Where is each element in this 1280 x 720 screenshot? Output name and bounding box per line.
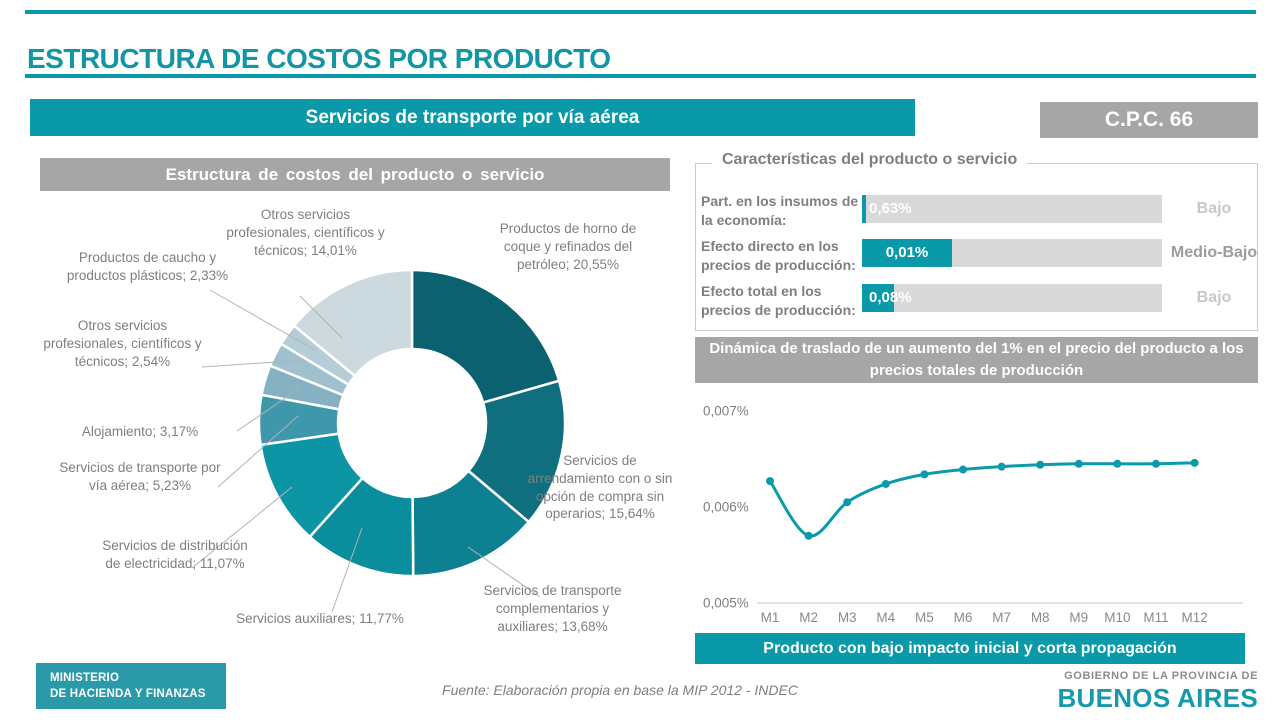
characteristic-label: Part. en los insumos de la economía:	[701, 193, 859, 228]
label-leader-line	[236, 387, 301, 432]
data-point	[1113, 459, 1122, 468]
donut-slice-label: Productos de horno de coque y refinados …	[499, 221, 637, 272]
gov-logo-line2: BUENOS AIRES	[1057, 683, 1258, 713]
donut-slice-label: Otros servicios profesionales, científic…	[43, 318, 202, 369]
data-point	[881, 479, 890, 488]
government-logo: GOBIERNO DE LA PROVINCIA DE BUENOS AIRES	[1000, 670, 1258, 713]
ministry-line2: DE HACIENDA Y FINANZAS	[50, 687, 206, 700]
source-note: Fuente: Elaboración propia en base la MI…	[442, 682, 798, 698]
bar-value: 0,08%	[869, 289, 912, 306]
characteristic-label: Efecto directo en los precios de producc…	[701, 238, 856, 273]
characteristic-bar: 0,63%	[862, 195, 1162, 223]
top-rule	[25, 10, 1256, 14]
label-leader-line	[191, 486, 293, 569]
conclusion-banner: Producto con bajo impacto inicial y cort…	[695, 633, 1245, 664]
label-leader-line	[209, 289, 316, 351]
line-chart: 0,007% 0,006% 0,005% M1 M2 M3 M4 M5 M6 M7 M8 M9 M10 M…	[703, 404, 1243, 625]
cost-structure-title: Estructura de costos del producto o serv…	[40, 158, 670, 191]
label-leader-line	[299, 295, 343, 339]
characteristic-bar: 0,01%	[862, 239, 1162, 267]
x-tick-label: M7	[992, 610, 1011, 625]
bar-fill	[862, 284, 894, 312]
bar-fill	[862, 195, 866, 223]
cpc-badge: C.P.C. 66	[1040, 102, 1258, 138]
rating-badge: Bajo	[1196, 200, 1232, 217]
characteristics-title: Características del producto o servicio	[712, 151, 1028, 169]
x-tick-label: M12	[1181, 610, 1207, 625]
donut-slice-label: Servicios de transporte complementarios …	[483, 583, 622, 634]
bar-value: 0,63%	[869, 200, 912, 217]
data-point	[1190, 458, 1199, 467]
x-tick-label: M1	[761, 610, 780, 625]
dynamics-title: Dinámica de traslado de un aumento del 1…	[695, 337, 1258, 383]
ministry-line1: MINISTERIO	[50, 672, 120, 684]
y-tick-label: 0,006%	[703, 500, 749, 515]
donut-slice-label: Otros servicios profesionales, científic…	[226, 207, 385, 258]
x-tick-label: M5	[915, 610, 934, 625]
label-leader-line	[201, 359, 306, 368]
data-point	[1036, 460, 1045, 469]
bar-fill	[862, 239, 952, 267]
data-point	[920, 470, 929, 479]
title-underline	[25, 74, 1256, 78]
x-tick-label: M4	[876, 610, 895, 625]
data-point	[766, 477, 774, 486]
label-leader-line	[331, 527, 363, 613]
donut-slice	[292, 268, 414, 378]
donut-chart	[191, 268, 567, 613]
donut-slice-label: Alojamiento; 3,17%	[81, 424, 199, 439]
y-tick-label: 0,005%	[703, 596, 749, 611]
x-tick-label: M3	[838, 610, 857, 625]
data-point	[843, 498, 852, 507]
ministry-logo: MINISTERIO DE HACIENDA Y FINANZAS	[36, 663, 226, 709]
x-tick-label: M10	[1104, 610, 1130, 625]
rating-badge: Medio-Bajo	[1170, 244, 1258, 261]
x-tick-label: M9	[1069, 610, 1088, 625]
x-tick-label: M11	[1143, 610, 1168, 625]
characteristic-label: Efecto total en los precios de producció…	[701, 283, 856, 318]
gov-logo-line1: GOBIERNO DE LA PROVINCIA DE	[1064, 670, 1258, 682]
y-tick-label: 0,007%	[703, 404, 749, 419]
bar-value: 0,01%	[885, 244, 929, 261]
donut-slice	[410, 268, 561, 404]
donut-slice-label: Servicios auxiliares; 11,77%	[236, 611, 404, 626]
data-point	[1074, 459, 1083, 468]
data-point	[997, 462, 1006, 471]
label-leader-line	[217, 415, 299, 488]
data-point	[959, 465, 967, 474]
data-point	[804, 531, 813, 540]
x-tick-label: M6	[954, 610, 973, 625]
donut-slice-label: Servicios de arrendamiento con o sin opc…	[527, 453, 673, 522]
label-leader-line	[467, 546, 541, 598]
product-banner: Servicios de transporte por vía aérea	[30, 99, 915, 136]
x-tick-label: M8	[1031, 610, 1050, 625]
characteristic-bar: 0,08%	[862, 284, 1162, 312]
donut-slice-label: Servicios de transporte por vía aérea; 5…	[59, 460, 221, 493]
data-line	[768, 461, 1195, 538]
page-title: ESTRUCTURA DE COSTOS POR PRODUCTO	[27, 42, 611, 74]
data-point	[1152, 459, 1160, 468]
x-tick-label: M2	[799, 610, 818, 625]
donut-slice-label: Productos de caucho y productos plástico…	[66, 250, 229, 283]
donut-slice-label: Servicios de distribución de electricida…	[102, 538, 248, 571]
rating-badge: Bajo	[1196, 289, 1232, 306]
